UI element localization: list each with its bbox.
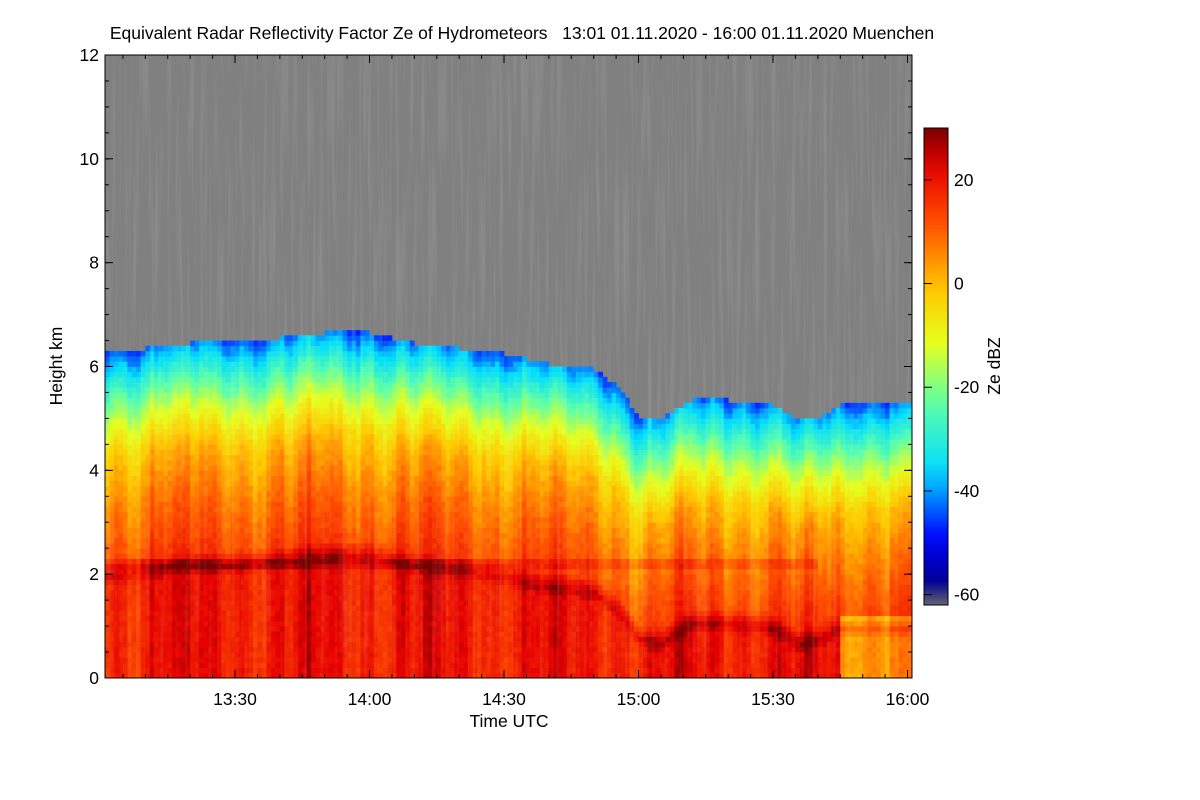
plot-area xyxy=(104,54,913,679)
chart-title: Equivalent Radar Reflectivity Factor Ze … xyxy=(110,23,934,43)
